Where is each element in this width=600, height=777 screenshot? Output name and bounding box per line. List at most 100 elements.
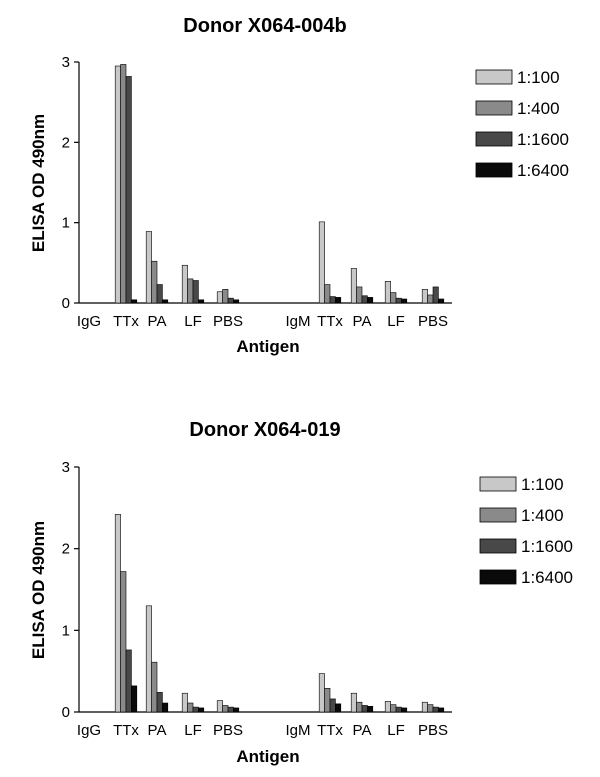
bar [356,286,363,304]
category-labels: IgG TTx PA LF PBS IgM TTx PA LF PBS [77,722,448,739]
legend-label: 1:1600 [517,130,569,149]
bar [335,297,342,304]
chart-donor-x064-019: Donor X064-019 ELISA OD 490nm Antigen 0 1… [29,419,573,766]
bar [401,707,408,713]
bar [233,299,240,304]
bar [181,264,188,304]
category-label: IgM [285,313,310,330]
category-label: IgG [77,722,101,739]
category-label: TTx [317,722,343,739]
bar [125,649,132,713]
legend: 1:100 1:400 1:1600 1:6400 [475,68,569,180]
bar [367,705,374,713]
bar [318,673,325,713]
bar [120,64,127,304]
bar [356,701,363,713]
y-tick-label: 0 [62,295,70,312]
y-tick-label: 1 [62,622,70,639]
chart-donor-x064-004b: Donor X064-004b ELISA OD 490nm Antigen 0… [29,15,569,356]
bar [114,65,121,304]
y-tick-label: 2 [62,134,70,151]
bar [233,707,240,713]
bar [151,260,158,304]
bar [390,704,397,713]
bar [156,284,163,304]
category-label: TTx [113,722,139,739]
legend-label: 1:400 [521,506,564,525]
category-label: LF [387,722,405,739]
bar [162,299,169,304]
bar [192,280,199,304]
category-label: PBS [213,722,243,739]
category-label: TTx [317,313,343,330]
category-label: PBS [418,313,448,330]
category-label: LF [387,313,405,330]
bar [187,278,194,304]
y-tick-label: 3 [62,54,70,71]
chart-title: Donor X064-004b [183,15,346,37]
category-label: LF [184,313,202,330]
bar [384,281,391,304]
bar [216,700,223,713]
y-tick-label: 2 [62,541,70,558]
bar [227,706,234,713]
bar [222,705,229,713]
bar [125,76,132,304]
bar [227,297,234,304]
bar [131,299,138,304]
legend-label: 1:6400 [517,161,569,180]
legend-swatch [479,507,517,523]
category-label: PBS [418,722,448,739]
bar [367,297,374,304]
category-label: PA [148,313,167,330]
bar [432,286,439,304]
legend-label: 1:400 [517,99,560,118]
bar [350,268,357,304]
bar [438,707,445,713]
legend-label: 1:6400 [521,568,573,587]
x-axis-label: Antigen [236,747,299,766]
x-axis-label: Antigen [236,337,299,356]
category-label: PA [353,722,372,739]
bar [318,221,325,304]
legend-swatch [479,569,517,585]
bar [216,291,223,304]
bar [131,685,138,713]
bar [329,698,336,713]
legend-swatch [479,538,517,554]
y-tick-label: 0 [62,704,70,721]
category-label: TTx [113,313,139,330]
bar [156,692,163,713]
y-axis-label: ELISA OD 490nm [29,114,48,252]
bar [427,704,434,713]
y-tick-label: 1 [62,215,70,232]
legend-swatch [475,131,513,147]
legend-swatch [475,69,513,85]
legend-swatch [475,162,513,178]
bar [324,284,331,304]
bar [162,702,169,713]
bar [438,298,445,304]
bar [145,231,152,304]
legend-label: 1:100 [521,475,564,494]
bar [187,702,194,713]
bar [361,295,368,304]
legend: 1:100 1:400 1:1600 1:6400 [479,475,573,587]
y-axis-label: ELISA OD 490nm [29,521,48,659]
bar [401,298,408,304]
bar [384,701,391,713]
legend-swatch [475,100,513,116]
bar [421,289,428,304]
category-label: PA [353,313,372,330]
legend-label: 1:1600 [521,537,573,556]
legend-swatch [479,476,517,492]
bar [361,705,368,713]
bar [421,701,428,713]
bar [350,692,357,713]
bar [151,661,158,713]
y-tick-label: 3 [62,459,70,476]
category-label: IgM [285,722,310,739]
bar [222,289,229,304]
category-label: PBS [213,313,243,330]
bar [114,514,121,713]
